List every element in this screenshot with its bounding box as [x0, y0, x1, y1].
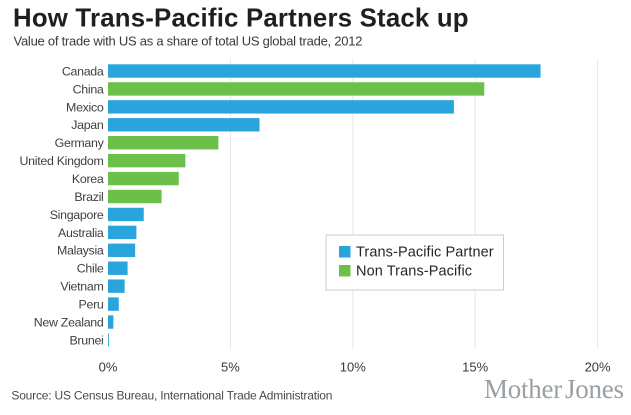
svg-text:20%: 20% — [585, 360, 611, 375]
svg-text:Brunei: Brunei — [69, 333, 103, 347]
svg-text:5%: 5% — [221, 360, 240, 375]
svg-text:Source: US Census Bureau, Inte: Source: US Census Bureau, International … — [11, 389, 332, 403]
svg-text:United Kingdom: United Kingdom — [20, 154, 104, 168]
svg-text:Korea: Korea — [72, 172, 104, 186]
svg-text:Australia: Australia — [58, 226, 104, 240]
svg-text:15%: 15% — [462, 360, 488, 375]
svg-text:Germany: Germany — [55, 136, 105, 150]
svg-text:Mexico: Mexico — [66, 100, 104, 114]
svg-text:Mother Jones: Mother Jones — [484, 374, 624, 404]
svg-text:Singapore: Singapore — [50, 208, 104, 222]
svg-text:How Trans-Pacific Partners Sta: How Trans-Pacific Partners Stack up — [13, 4, 469, 32]
svg-text:Chile: Chile — [77, 262, 104, 276]
svg-text:Vietnam: Vietnam — [60, 280, 103, 294]
svg-text:0%: 0% — [99, 360, 118, 375]
svg-text:New Zealand: New Zealand — [34, 315, 104, 329]
svg-text:Trans-Pacific Partner: Trans-Pacific Partner — [356, 245, 494, 261]
svg-text:Malaysia: Malaysia — [57, 244, 104, 258]
svg-text:Value of trade with US as a sh: Value of trade with US as a share of tot… — [14, 34, 363, 49]
svg-text:Canada: Canada — [62, 64, 104, 78]
svg-text:China: China — [73, 82, 104, 96]
svg-text:Non Trans-Pacific: Non Trans-Pacific — [356, 264, 472, 280]
svg-text:10%: 10% — [340, 360, 366, 375]
svg-text:Brazil: Brazil — [74, 190, 103, 204]
svg-text:Japan: Japan — [71, 118, 104, 132]
svg-text:Peru: Peru — [79, 297, 104, 311]
